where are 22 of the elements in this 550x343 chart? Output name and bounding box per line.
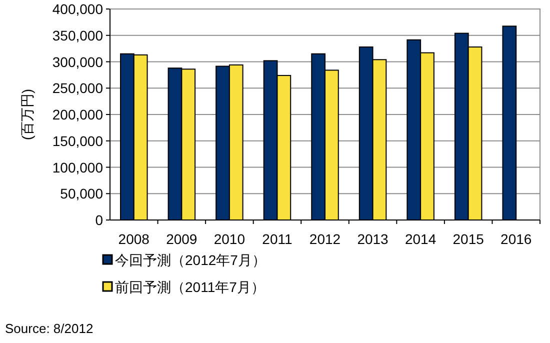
y-tick-label: 350,000 [52,27,104,44]
y-tick-label: 300,000 [52,54,104,70]
y-tick-label: 250,000 [52,80,104,96]
x-tick-label: 2009 [166,231,198,247]
x-tick-label: 2016 [500,231,532,247]
legend-label: 今回予測（2012年7月） [115,252,266,268]
x-tick-label: 2014 [404,231,436,247]
x-tick-label: 2008 [118,231,150,247]
legend-label: 前回予測（2011年7月） [115,279,265,295]
x-tick-label: 2013 [357,231,389,247]
x-tick-label: 2010 [214,231,246,247]
source-note: Source: 8/2012 [5,321,94,336]
y-tick-label: 100,000 [52,159,104,176]
x-tick-label: 2015 [452,231,484,247]
y-tick-label: 50,000 [60,186,104,202]
y-tick-label: 200,000 [52,106,104,122]
y-axis-title: (百万円) [19,88,35,140]
y-tick-label: 0 [95,212,104,228]
x-tick-label: 2012 [309,231,341,247]
x-tick-label: 2011 [262,231,292,247]
y-tick-label: 150,000 [52,132,104,149]
y-tick-label: 400,000 [52,1,104,17]
